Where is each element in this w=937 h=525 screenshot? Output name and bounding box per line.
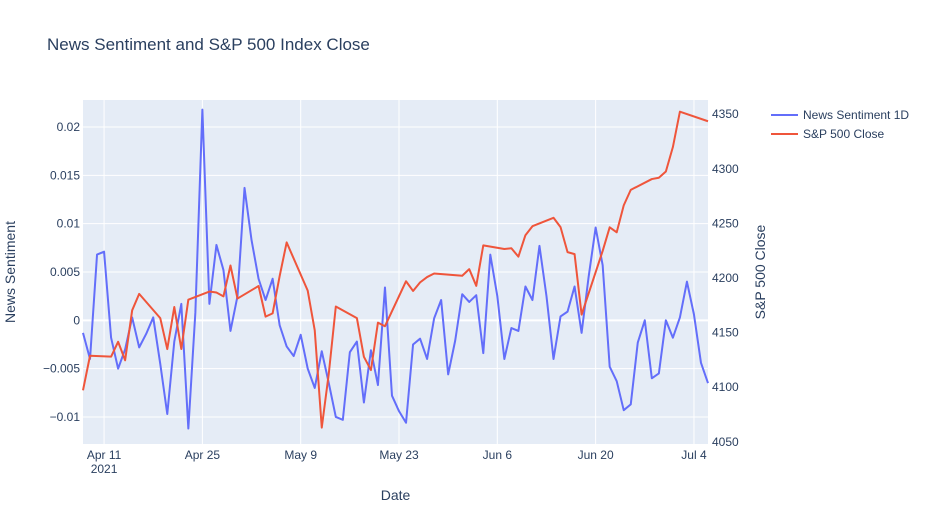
y-right-tick-label: 4300 [712,162,739,176]
y-right-tick-label: 4100 [712,380,739,394]
tick-labels: 0.02 0.015 0.01 0.005 0 −0.005 −0.01 4350 4300 42… [43,107,739,476]
y-right-tick-label: 4050 [712,435,739,449]
x-tick-label: May 23 [379,448,419,462]
x-tick-label: Jul 4 [681,448,707,462]
y-right-tick-label: 4200 [712,271,739,285]
series-line-sp500[interactable] [82,110,709,429]
y-left-tick-label: −0.01 [50,410,81,424]
y-right-tick-label: 4150 [712,326,739,340]
x-tick-label: May 9 [284,448,317,462]
y-left-tick-label: 0.01 [57,217,81,231]
x-tick-label: Jun 6 [483,448,513,462]
legend: News Sentiment 1D S&P 500 Close [771,108,909,141]
y-axis-left-title: News Sentiment [2,221,18,323]
legend-label-sp500: S&P 500 Close [803,127,884,141]
y-left-tick-label: 0 [73,313,80,327]
series-line-sentiment[interactable] [82,108,709,430]
x-axis-title: Date [381,487,411,503]
x-tick-label: Apr 25 [185,448,221,462]
x-tick-label: Jun 20 [578,448,614,462]
y-left-tick-label: −0.005 [43,362,80,376]
legend-item-sentiment[interactable]: News Sentiment 1D [771,108,909,122]
legend-item-sp500[interactable]: S&P 500 Close [771,127,884,141]
series-layer [82,108,709,430]
y-right-tick-label: 4250 [712,216,739,230]
y-left-tick-label: 0.005 [50,265,80,279]
y-right-tick-label: 4350 [712,107,739,121]
grid-lines [83,100,708,444]
x-tick-label: Apr 11 [87,448,122,462]
chart-title: News Sentiment and S&P 500 Index Close [47,35,370,54]
legend-label-sentiment: News Sentiment 1D [803,108,909,122]
y-left-tick-label: 0.02 [57,120,81,134]
y-left-tick-label: 0.015 [50,168,80,182]
y-axis-right-title: S&P 500 Close [752,224,768,319]
x-tick-sublabel: 2021 [91,462,118,476]
